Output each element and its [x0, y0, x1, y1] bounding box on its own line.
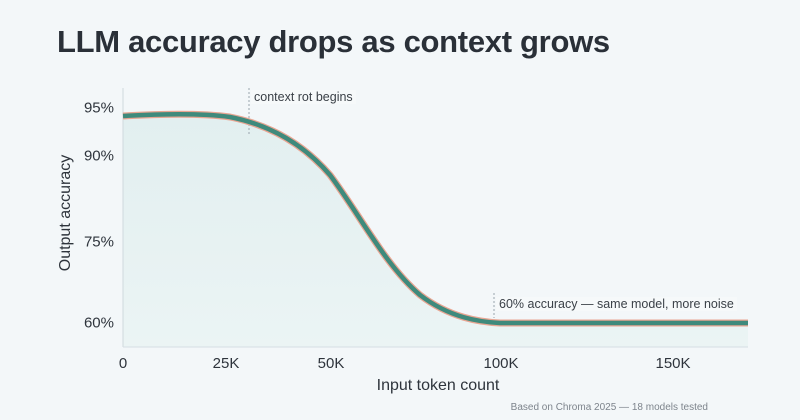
y-tick-75: 75%	[83, 233, 114, 251]
y-axis-label: Output accuracy	[57, 154, 74, 272]
x-tick-50k: 50K	[317, 355, 345, 372]
x-tick-0: 0	[118, 355, 128, 372]
y-tick-95: 95%	[83, 99, 114, 117]
x-tick-150k: 150K	[655, 355, 691, 372]
source-note: Based on Chroma 2025 — 18 models tested	[510, 402, 708, 413]
x-tick-25k: 25K	[212, 355, 240, 372]
y-tick-60: 60%	[83, 314, 114, 332]
area-fill	[123, 114, 748, 347]
x-axis-label: Input token count	[376, 377, 500, 394]
annotation-floor: 60% accuracy — same model, more noise	[496, 297, 737, 311]
y-tick-90: 90%	[83, 147, 114, 165]
chart-title: LLM accuracy drops as context grows	[57, 24, 610, 59]
accuracy-line	[122, 112, 748, 326]
annotation-context-rot: context rot begins	[251, 90, 356, 104]
x-tick-100k: 100K	[483, 355, 519, 372]
